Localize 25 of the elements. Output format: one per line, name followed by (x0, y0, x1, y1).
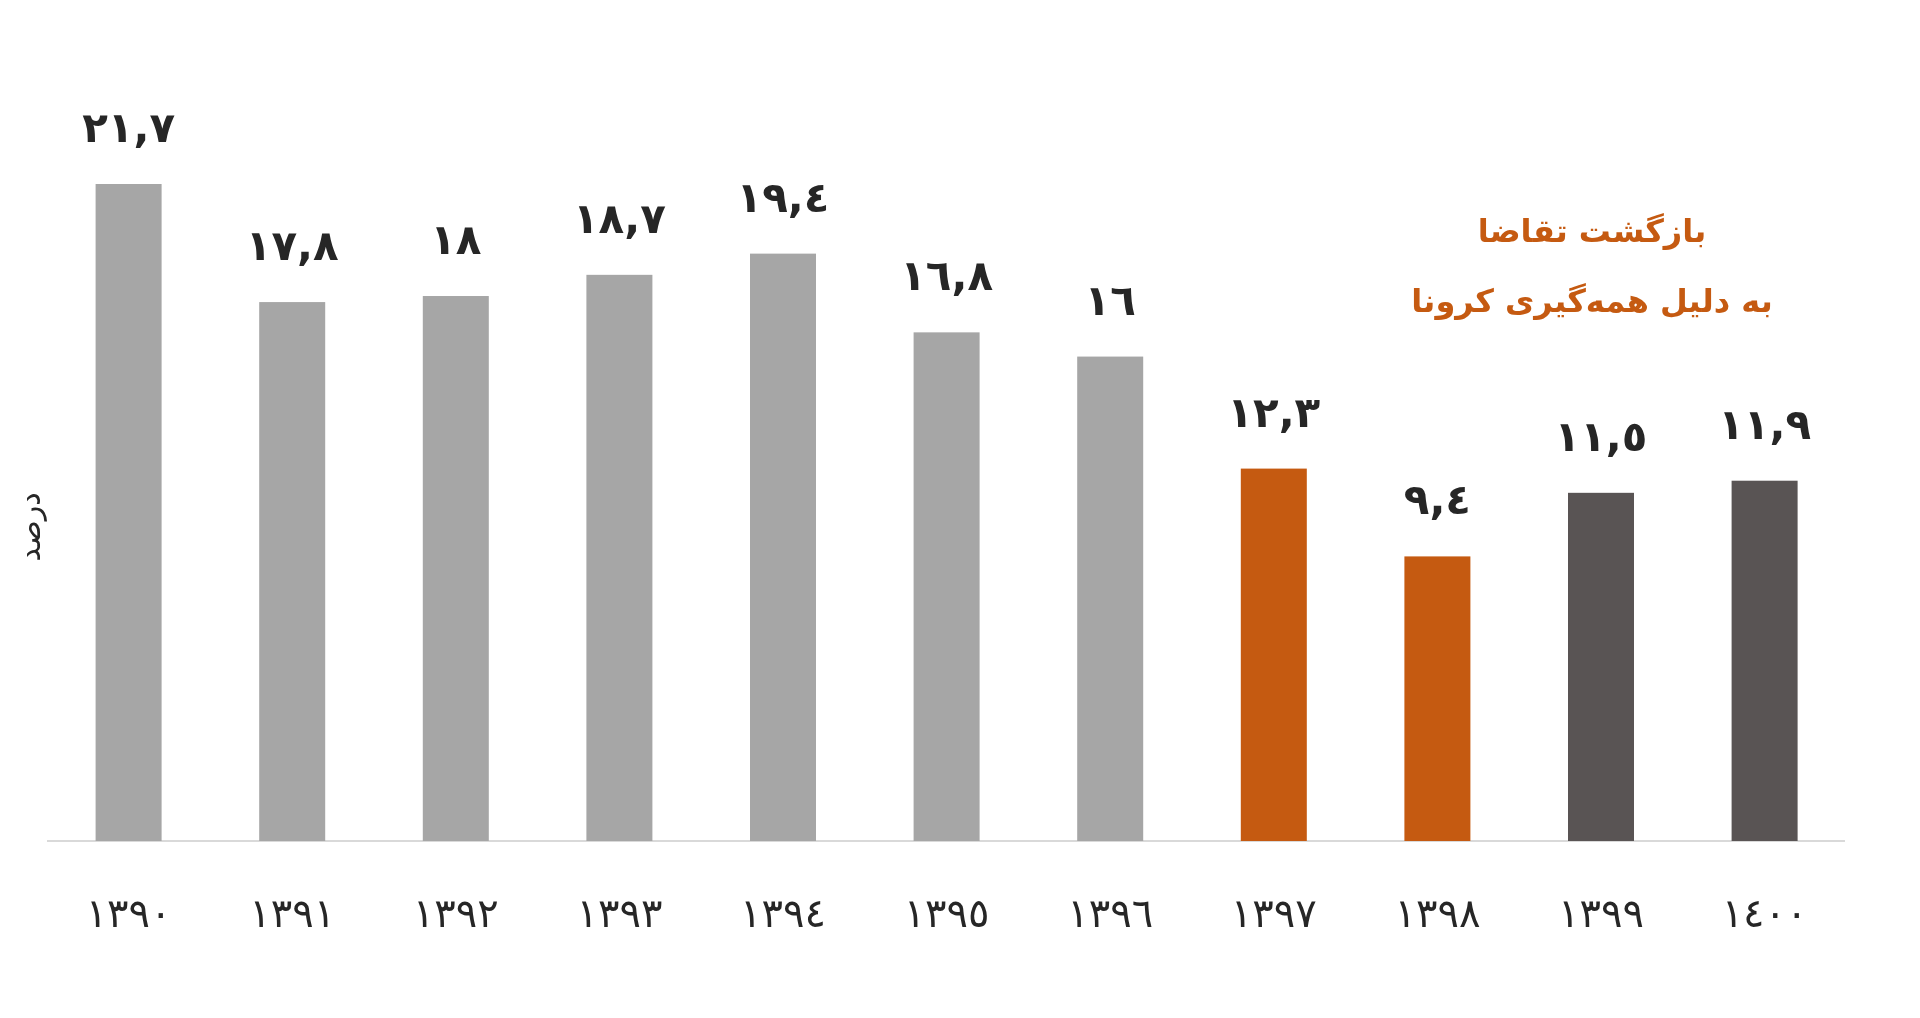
x-tick-label: ١٣٩١ (249, 890, 336, 936)
x-tick-label: ١٣٩٥ (903, 890, 990, 936)
x-tick-label: ١٣٩٢ (412, 890, 499, 936)
x-tick-label: ١٣٩٣ (576, 890, 663, 936)
x-tick-label: ١٤٠٠ (1721, 890, 1808, 936)
data-label: ٢١,٧ (82, 103, 176, 152)
data-label: ١٦ (1084, 275, 1136, 325)
data-label: ١١,٩ (1718, 399, 1812, 449)
x-tick-label: ١٣٩٩ (1558, 890, 1644, 936)
annotation: به دلیل همه‌گیری کرونا (1411, 282, 1773, 320)
data-label: ١١,٥ (1554, 411, 1648, 461)
data-label: ١٢,٣ (1227, 387, 1321, 437)
data-label: ١٨,٧ (572, 193, 667, 243)
y-axis-title: درصد (12, 492, 47, 562)
x-tick-label: ١٣٩٨ (1394, 890, 1481, 936)
x-tick-label: ١٣٩٤ (740, 890, 826, 936)
data-label: ١٧,٨ (245, 221, 339, 271)
x-tick-label: ١٣٩٦ (1067, 890, 1154, 936)
x-tick-label: ١٣٩٧ (1230, 890, 1317, 936)
annotation: بازگشت تقاضا (1477, 212, 1707, 250)
data-label: ١٨ (430, 215, 482, 265)
x-tick-label: ١٣٩٠ (85, 890, 172, 936)
data-label: ٩,٤ (1403, 475, 1472, 525)
data-label: ١٦,٨ (900, 251, 994, 301)
data-label: ١٩,٤ (736, 172, 830, 222)
